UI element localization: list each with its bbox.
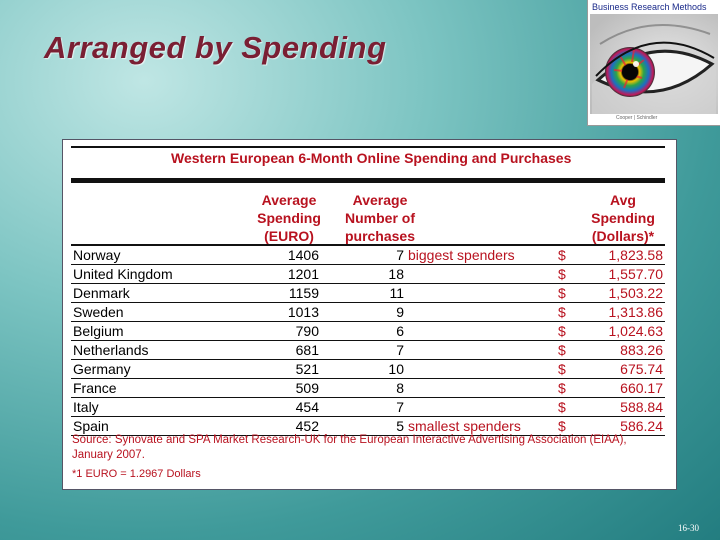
source-note: Source: Synovate and SPA Market Research… [72, 434, 627, 461]
table-panel: Western European 6-Month Online Spending… [62, 139, 677, 490]
purchases-cell: 6 [319, 321, 404, 341]
header-avg-spending: Average Spending (EURO) [239, 191, 339, 245]
header-line: purchases [344, 228, 416, 244]
spending-cell: 1201 [269, 264, 319, 284]
dollars-cell: 1,503.22 [576, 283, 665, 303]
purchases-cell: 7 [319, 397, 404, 417]
spending-table: Norway 1406 7 biggest spenders $1,823.58 Unit… [71, 246, 665, 436]
header-line: Spending [591, 210, 655, 226]
table-row: France 509 8 $660.17 [71, 378, 665, 398]
purchases-cell: 11 [319, 283, 404, 303]
note-cell: biggest spenders [404, 246, 558, 265]
dollars-cell: 588.84 [576, 397, 665, 417]
currency-cell: $ [558, 416, 576, 436]
table-row: Germany 521 10 $675.74 [71, 359, 665, 379]
purchases-cell: 9 [319, 302, 404, 322]
dollars-cell: 1,823.58 [576, 246, 665, 265]
book-logo: Business Research Methods Co [587, 0, 720, 126]
country-cell: Netherlands [71, 340, 269, 360]
country-cell: United Kingdom [71, 264, 269, 284]
note-cell [404, 378, 558, 398]
table-row: Sweden 1013 9 $1,313.86 [71, 302, 665, 322]
currency-cell: $ [558, 283, 576, 303]
dollars-cell: 1,557.70 [576, 264, 665, 284]
header-avg-dollars: Avg Spending (Dollars)* [573, 191, 673, 245]
country-cell: Germany [71, 359, 269, 379]
spending-cell: 1406 [269, 246, 319, 265]
currency-cell: $ [558, 302, 576, 322]
dollars-cell: 1,313.86 [576, 302, 665, 322]
table-row: United Kingdom 1201 18 $1,557.70 [71, 264, 665, 284]
currency-cell: $ [558, 378, 576, 398]
slide-number: 16-30 [678, 523, 699, 533]
table-row: Denmark 1159 11 $1,503.22 [71, 283, 665, 303]
note-cell [404, 321, 558, 341]
table-row: Spain 452 5 smallest spenders $586.24 [71, 416, 665, 436]
table-row: Netherlands 681 7 $883.26 [71, 340, 665, 360]
table-row: Belgium 790 6 $1,024.63 [71, 321, 665, 341]
country-cell: Spain [71, 416, 269, 436]
currency-cell: $ [558, 397, 576, 417]
note-cell: smallest spenders [404, 416, 558, 436]
note-cell [404, 397, 558, 417]
slide-title: Arranged by Spending [44, 30, 387, 65]
purchases-cell: 5 [319, 416, 404, 436]
header-avg-purchases: Average Number of purchases [325, 191, 435, 245]
dollars-cell: 586.24 [576, 416, 665, 436]
currency-cell: $ [558, 321, 576, 341]
note-cell [404, 340, 558, 360]
purchases-cell: 10 [319, 359, 404, 379]
country-cell: Belgium [71, 321, 269, 341]
spending-cell: 790 [269, 321, 319, 341]
dollars-cell: 1,024.63 [576, 321, 665, 341]
currency-cell: $ [558, 359, 576, 379]
title-rule [71, 178, 665, 183]
header-line: Average [261, 192, 317, 208]
currency-cell: $ [558, 340, 576, 360]
logo-footer: Cooper | Schindler [616, 115, 658, 121]
spending-cell: 454 [269, 397, 319, 417]
country-cell: France [71, 378, 269, 398]
note-cell [404, 302, 558, 322]
dollars-cell: 883.26 [576, 340, 665, 360]
purchases-cell: 7 [319, 246, 404, 265]
dollars-cell: 675.74 [576, 359, 665, 379]
header-line: Number of [345, 210, 415, 226]
note-cell [404, 359, 558, 379]
logo-title: Business Research Methods [592, 2, 707, 12]
header-line: Spending [257, 210, 321, 226]
table-title: Western European 6-Month Online Spending… [171, 150, 572, 166]
header-line: (Dollars)* [591, 228, 655, 244]
spending-cell: 681 [269, 340, 319, 360]
spending-cell: 521 [269, 359, 319, 379]
header-rule [71, 244, 665, 246]
country-cell: Italy [71, 397, 269, 417]
header-line: (EURO) [264, 228, 314, 244]
purchases-cell: 18 [319, 264, 404, 284]
currency-cell: $ [558, 246, 576, 265]
note-cell [404, 283, 558, 303]
note-cell [404, 264, 558, 284]
country-cell: Norway [71, 246, 269, 265]
spending-cell: 509 [269, 378, 319, 398]
header-line: Average [352, 192, 408, 208]
spending-cell: 1159 [269, 283, 319, 303]
country-cell: Sweden [71, 302, 269, 322]
table-row: Norway 1406 7 biggest spenders $1,823.58 [71, 246, 665, 265]
spending-cell: 452 [269, 416, 319, 436]
header-line: Avg [610, 192, 636, 208]
purchases-cell: 8 [319, 378, 404, 398]
purchases-cell: 7 [319, 340, 404, 360]
country-cell: Denmark [71, 283, 269, 303]
spending-cell: 1013 [269, 302, 319, 322]
eye-logo-icon [590, 14, 718, 114]
table-row: Italy 454 7 $588.84 [71, 397, 665, 417]
dollars-cell: 660.17 [576, 378, 665, 398]
currency-footnote: *1 EURO = 1.2967 Dollars [72, 468, 201, 480]
top-rule [71, 146, 665, 148]
currency-cell: $ [558, 264, 576, 284]
